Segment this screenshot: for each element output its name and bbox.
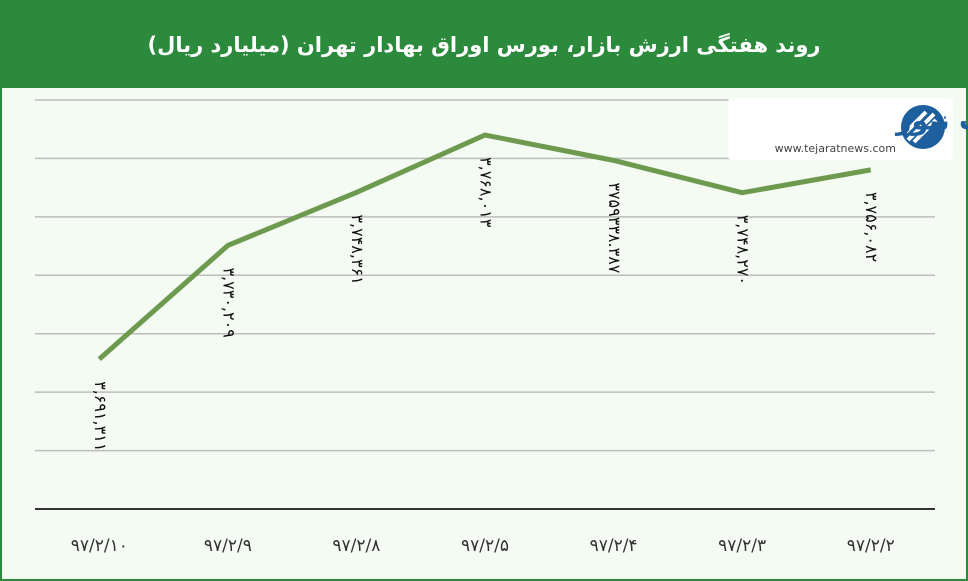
logo-box bbox=[728, 98, 953, 160]
x-tick-label: ۹۷/۲/۱۰ bbox=[71, 536, 128, 556]
x-tick-label: ۹۷/۲/۲ bbox=[847, 536, 895, 556]
logo-name: تجارت نیوز bbox=[894, 106, 968, 137]
chart-title: روند هفتگی ارزش بازار، بورس اوراق بهادار… bbox=[148, 32, 821, 57]
data-label: ۳,۶۹۱,۳۱۱ bbox=[91, 381, 110, 451]
x-tick-label: ۹۷/۲/۸ bbox=[332, 536, 380, 556]
x-tick-label: ۹۷/۲/۴ bbox=[590, 536, 638, 556]
x-tick-label: ۹۷/۲/۵ bbox=[461, 536, 509, 556]
x-tick-label: ۹۷/۲/۳ bbox=[718, 536, 766, 556]
header bbox=[2, 2, 966, 88]
data-label: ۳,۷۴۸,۲۷۰ bbox=[734, 215, 753, 285]
data-label: ۳,۷۴۸,۳۶۱ bbox=[348, 214, 367, 284]
line bbox=[97, 132, 872, 361]
logo: تجارت نیوز www.tejaratnews.com bbox=[728, 98, 968, 160]
data-label: ۳,۷۶۸,۰۱۳ bbox=[477, 157, 496, 228]
logo-icon-mark bbox=[904, 110, 938, 144]
x-tick-label: ۹۷/۲/۹ bbox=[204, 536, 252, 556]
data-label: ۳,۷۳۰,۲۰۹ bbox=[219, 267, 238, 337]
logo-url: www.tejaratnews.com bbox=[775, 142, 896, 155]
data-label: ۳,۷۵۶,۰۸۲ bbox=[862, 192, 881, 262]
data-label: ۳۷۵۹۳۳۸.۳۸۷ bbox=[605, 182, 624, 273]
